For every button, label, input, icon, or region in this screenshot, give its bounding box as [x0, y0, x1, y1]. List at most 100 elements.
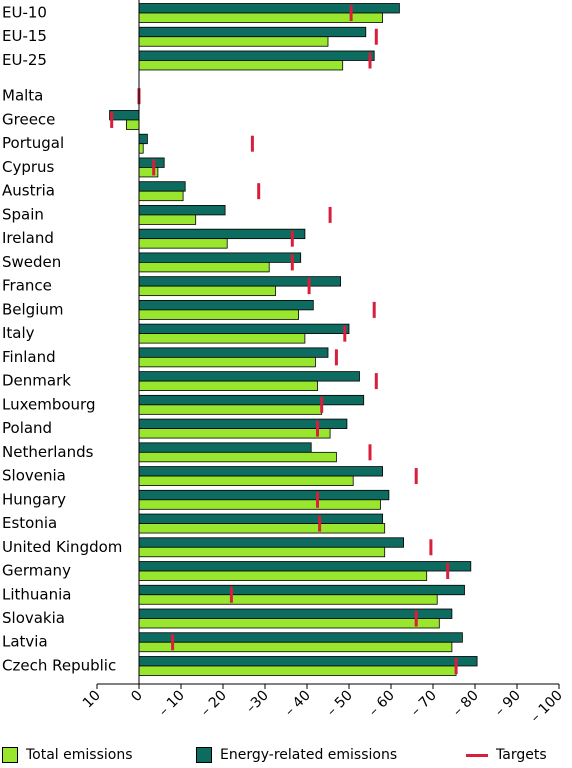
energy-bar	[138, 181, 186, 192]
x-tick-label: – 40	[282, 688, 314, 720]
bar-group-19	[138, 466, 418, 486]
category-label: Ireland	[2, 229, 54, 247]
x-tick-label: – 70	[408, 688, 440, 720]
energy-bar	[138, 537, 405, 548]
bar-group-16	[138, 394, 365, 415]
category-label: United Kingdom	[2, 538, 122, 556]
x-tick-label: 0	[128, 688, 146, 706]
energy-bar	[138, 608, 453, 619]
category-label: EU-10	[2, 4, 47, 22]
bar-group-10	[138, 252, 302, 273]
total-bar	[138, 546, 386, 558]
category-label: Portugal	[2, 134, 64, 152]
bar-group-5	[138, 133, 254, 154]
category-label: Austria	[2, 182, 55, 200]
bar-group-23	[138, 561, 472, 581]
target-marker	[446, 563, 450, 580]
target-marker	[250, 135, 254, 152]
category-label: Lithuania	[2, 585, 71, 603]
category-label: Slovenia	[2, 467, 66, 485]
legend: Total emissions Energy-related emissions…	[0, 745, 572, 768]
energy-bar	[138, 3, 400, 14]
x-tick-label: – 80	[450, 688, 482, 720]
bar-group-7	[138, 181, 261, 202]
bar-group-20	[138, 489, 390, 510]
category-label: Latvia	[2, 633, 48, 651]
x-tick-label: – 20	[198, 688, 230, 720]
total-bar	[138, 214, 197, 225]
total-bar	[138, 428, 331, 439]
total-bar	[138, 404, 323, 415]
total-bar	[138, 618, 440, 629]
target-marker	[343, 325, 347, 342]
target-marker	[229, 586, 233, 603]
bars-layer	[109, 3, 478, 676]
target-marker	[372, 301, 376, 318]
total-bar	[138, 309, 300, 320]
bar-group-8	[138, 205, 332, 225]
energy-bar	[138, 513, 384, 524]
bar-group-26	[138, 632, 463, 653]
x-tick-label: 10	[80, 688, 104, 712]
bar-group-12	[138, 299, 376, 320]
category-label: EU-25	[2, 51, 47, 69]
category-label: EU-15	[2, 27, 47, 45]
bar-group-6	[138, 157, 165, 178]
bar-group-14	[138, 347, 338, 368]
legend-swatch-targets	[466, 753, 488, 757]
total-bar	[138, 570, 428, 581]
target-marker	[368, 444, 372, 461]
bar-group-2	[138, 50, 375, 71]
target-marker	[152, 159, 156, 176]
bar-group-25	[138, 608, 453, 629]
category-label: Estonia	[2, 514, 57, 532]
total-bar	[138, 36, 329, 47]
total-bar	[138, 190, 184, 202]
category-labels: EU-10 EU-15 EU-25 Malta Greece Portugal Cyprus…	[2, 4, 122, 675]
category-label: Hungary	[2, 490, 66, 508]
energy-bar	[138, 466, 384, 477]
energy-bar	[138, 323, 350, 335]
total-bar	[138, 451, 337, 463]
energy-bar	[138, 584, 465, 596]
total-bar	[138, 475, 354, 486]
category-label: Malta	[2, 87, 43, 105]
energy-bar	[138, 252, 302, 263]
target-marker	[110, 111, 114, 128]
target-marker	[328, 206, 332, 223]
category-label: France	[2, 277, 52, 295]
legend-total: Total emissions	[2, 747, 133, 763]
energy-bar	[138, 442, 312, 453]
x-tick-label: – 60	[366, 688, 398, 720]
total-bar	[138, 356, 316, 368]
target-marker	[290, 230, 294, 247]
total-bar	[138, 499, 381, 510]
category-label: Czech Republic	[2, 656, 116, 674]
energy-bar	[138, 299, 314, 311]
bar-group-9	[138, 228, 306, 249]
target-marker	[318, 515, 322, 532]
total-bar	[138, 594, 438, 605]
energy-bar	[138, 157, 165, 168]
bar-group-21	[138, 513, 386, 534]
category-label: Denmark	[2, 372, 71, 390]
target-marker	[316, 491, 319, 508]
bar-group-24	[138, 584, 465, 605]
bar-group-27	[138, 656, 478, 676]
target-marker	[290, 254, 294, 271]
energy-bar	[138, 632, 463, 643]
target-marker	[454, 657, 458, 674]
energy-bar	[138, 50, 375, 61]
total-bar	[138, 12, 384, 23]
target-marker	[349, 5, 353, 21]
target-marker	[429, 539, 433, 556]
energy-bar	[109, 110, 140, 121]
energy-bar	[138, 489, 390, 501]
bar-group-11	[138, 276, 342, 297]
total-bar	[138, 60, 344, 71]
target-marker	[171, 634, 175, 651]
target-marker	[414, 468, 418, 485]
category-label: Poland	[2, 419, 52, 437]
total-bar	[138, 238, 228, 249]
total-bar	[138, 380, 318, 392]
